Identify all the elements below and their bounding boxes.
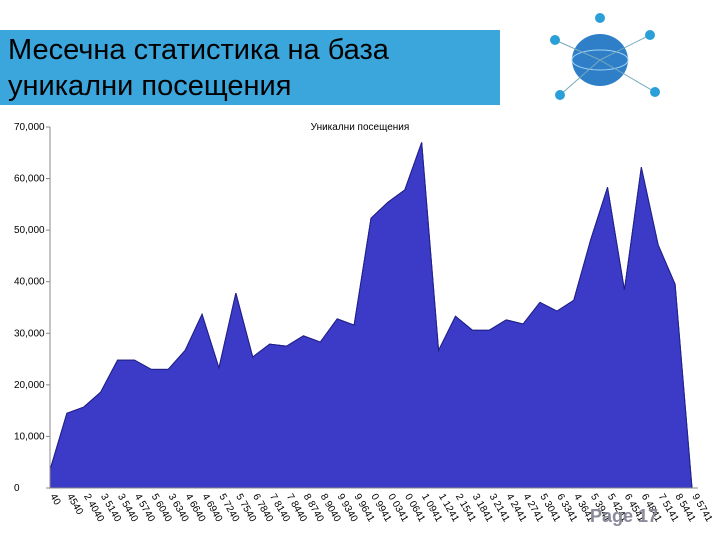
area-line: [49, 142, 693, 489]
x-tick-label: 4540: [64, 492, 85, 517]
chart-title: Уникални посещения: [311, 122, 410, 133]
area: [49, 142, 693, 489]
y-tick-label: 70,000: [14, 122, 45, 133]
y-tick-label: 60,000: [14, 174, 45, 185]
y-tick-label: 30,000: [14, 328, 45, 339]
title-band: [0, 30, 500, 105]
x-tick-label: 40: [47, 492, 62, 508]
page-label: Page 17: [590, 506, 658, 526]
y-tick-label: 40,000: [14, 277, 45, 288]
y-tick-label: 50,000: [14, 225, 45, 236]
network-graphic: [550, 13, 660, 100]
y-tick-label: 10,000: [14, 431, 45, 442]
y-tick-label: 20,000: [14, 380, 45, 391]
y-tick-label: 0: [14, 483, 20, 494]
slide-title: Месечна статистика на база уникални посе…: [8, 34, 389, 102]
